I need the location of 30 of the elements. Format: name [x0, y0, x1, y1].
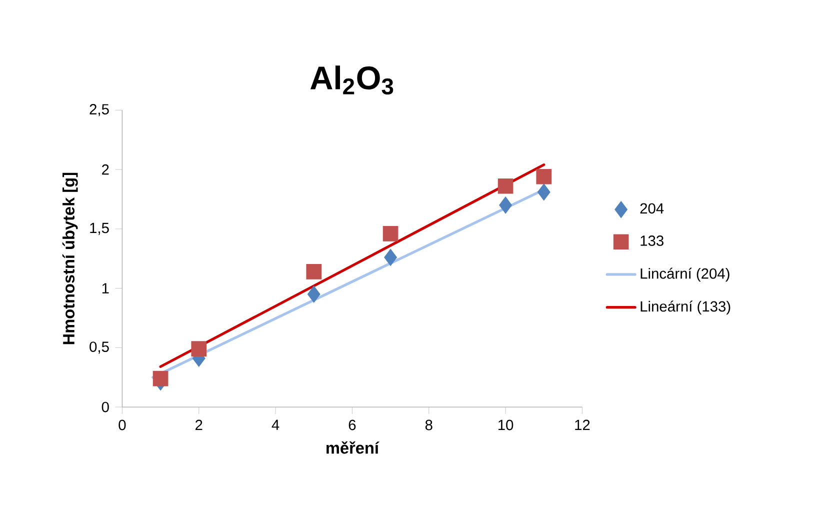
- y-axis-title: Hmotnostní úbytek [g]: [62, 172, 78, 344]
- y-tick-label: 2,5: [90, 104, 109, 116]
- x-tick-label: 8: [425, 420, 432, 430]
- x-tick-label: 0: [118, 420, 126, 430]
- x-axis-title: měření: [326, 441, 380, 454]
- point: [536, 169, 552, 184]
- point: [306, 264, 322, 280]
- y-tick-label: 0,5: [90, 342, 109, 354]
- x-tick-label: 4: [272, 420, 280, 430]
- point: [307, 286, 320, 303]
- point: [499, 196, 512, 214]
- x-tick-label: 12: [575, 420, 590, 430]
- legend-label: Lineární (133): [640, 300, 730, 315]
- point: [498, 178, 514, 194]
- x-tick-label: 10: [498, 420, 514, 430]
- chart-title: Al$_{2}$O$_{3}$: [310, 66, 394, 95]
- point: [384, 248, 397, 266]
- point: [191, 341, 207, 357]
- x-tick-label: 2: [196, 420, 202, 430]
- legend-label: Lincární (204): [640, 268, 730, 282]
- y-tick-label: 0: [102, 402, 109, 412]
- x-tick-label: 6: [348, 420, 356, 430]
- point: [152, 370, 168, 386]
- y-tick-label: 1: [102, 283, 109, 294]
- point: [382, 226, 398, 242]
- y-tick-label: 2: [102, 164, 109, 175]
- y-tick-label: 1,5: [90, 222, 109, 235]
- legend-label: 133: [640, 236, 664, 246]
- legend-label: 204: [640, 203, 664, 214]
- point: [537, 184, 550, 201]
